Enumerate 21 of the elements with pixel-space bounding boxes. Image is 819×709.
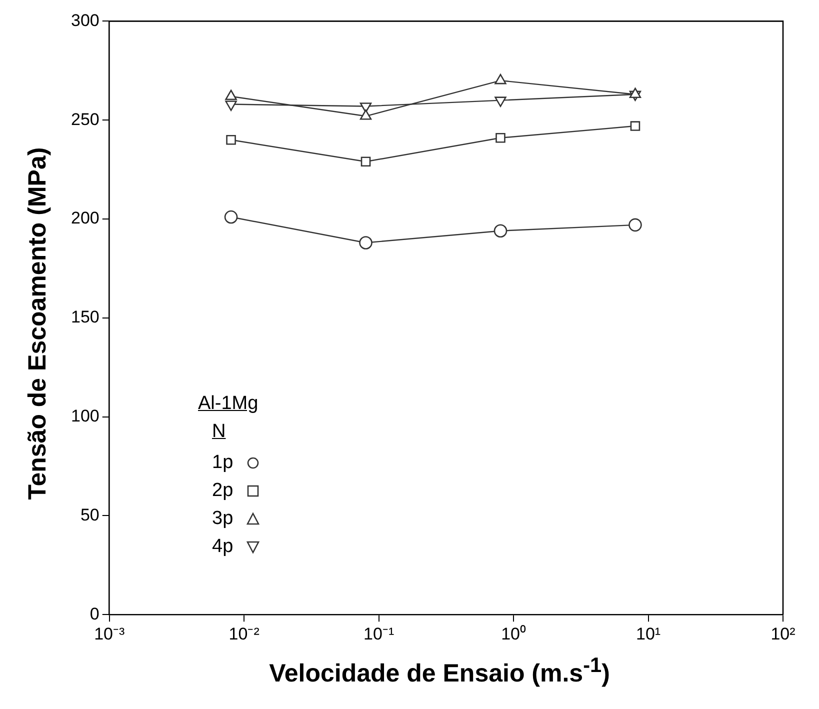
x-tick-label: 10⁻¹ bbox=[364, 624, 394, 644]
y-tick-label: 150 bbox=[70, 308, 100, 327]
x-axis-title: Velocidade de Ensaio (m.s$^{-1}$) bbox=[268, 654, 611, 688]
legend-title: Al-1Mg bbox=[198, 393, 260, 415]
legend-label: 4p bbox=[212, 536, 234, 558]
legend-label: 3p bbox=[212, 508, 234, 530]
x-tick-label: 10⁻³ bbox=[94, 624, 125, 644]
y-tick-label: 250 bbox=[70, 110, 100, 129]
x-tick-label: 10¹ bbox=[636, 624, 661, 644]
x-tick-label: 10² bbox=[770, 624, 796, 644]
y-tick-label: 100 bbox=[70, 406, 100, 426]
x-tick-label: 10⁰ bbox=[501, 624, 526, 644]
x-tick-label: 10⁻² bbox=[228, 624, 260, 644]
legend-label: 1p bbox=[212, 452, 234, 474]
y-axis-title: Tensão de Escoamento (MPa) bbox=[24, 146, 52, 500]
annotation: N bbox=[212, 421, 227, 443]
y-tick-label: 50 bbox=[80, 505, 100, 524]
legend-label: 2p bbox=[212, 480, 234, 502]
y-tick-label: 200 bbox=[70, 208, 100, 228]
y-tick-label: 0 bbox=[90, 604, 100, 624]
y-tick-label: 300 bbox=[70, 10, 100, 30]
